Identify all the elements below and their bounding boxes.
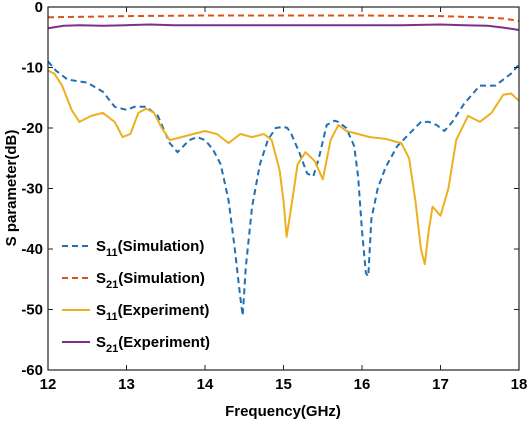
series-lines	[48, 14, 519, 317]
y-tick-label: -50	[21, 302, 43, 319]
legend: S11(Simulation) S21(Simulation) S11(Experi…	[62, 238, 210, 355]
x-tick-label: 12	[40, 376, 57, 393]
series-line-s21-experiment	[48, 23, 519, 31]
x-tick-label: 15	[275, 376, 292, 393]
y-tick-label: 0	[35, 0, 43, 16]
y-axis-title: S parameter(dB)	[3, 130, 20, 247]
series-line-s11-experiment	[48, 69, 519, 266]
legend-label-s11-experiment: S11(Experiment)	[96, 302, 209, 323]
legend-label-s21-simulation: S21(Simulation)	[96, 270, 205, 291]
y-tick-label: -10	[21, 60, 43, 77]
x-tick-label: 13	[118, 376, 135, 393]
x-tick-label: 18	[511, 376, 528, 393]
y-tick-label: -40	[21, 241, 43, 258]
legend-label-s11-simulation: S11(Simulation)	[96, 238, 204, 259]
x-axis-title: Frequency(GHz)	[225, 403, 341, 420]
plot-area	[48, 14, 519, 317]
x-tick-label: 14	[197, 376, 214, 393]
y-tick-label: -20	[21, 120, 43, 137]
y-tick-label: -60	[21, 362, 43, 379]
y-tick-label: -30	[21, 181, 43, 198]
series-line-s21-simulation	[48, 14, 519, 22]
legend-label-s21-experiment: S21(Experiment)	[96, 334, 210, 355]
x-tick-label: 16	[354, 376, 371, 393]
axes: 12 13 14 15 16 17 18 0 -10 -20 -30 -40 -50 -60	[21, 0, 527, 393]
series-line-s11-simulation	[48, 60, 519, 317]
x-tick-label: 17	[432, 376, 449, 393]
